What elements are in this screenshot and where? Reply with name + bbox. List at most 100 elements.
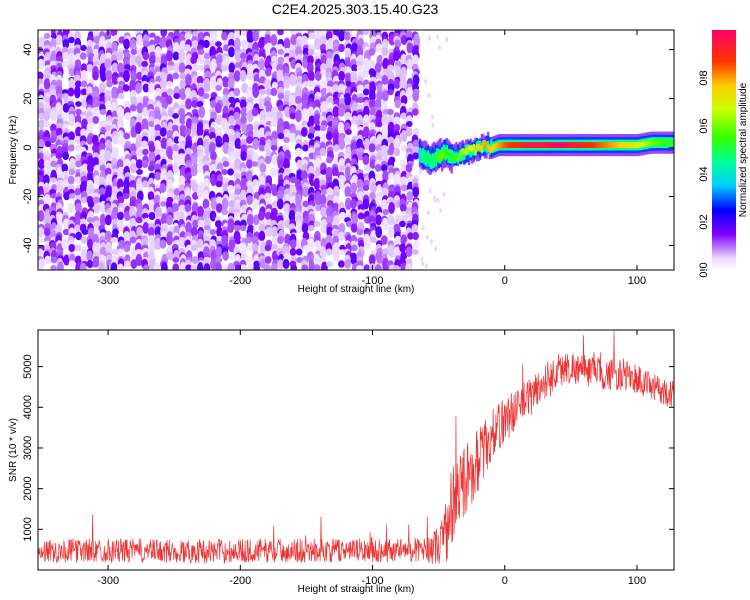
signal-track-cell [569,142,572,149]
signal-track-cell [523,142,526,149]
signal-track-cell [456,155,460,162]
signal-track-cell [456,144,460,161]
signal-track-cell [479,144,482,151]
spectrogram-cell [412,90,420,102]
signal-track-cell [567,142,571,149]
spectrogram-cell [382,208,390,216]
spectrogram-cell [320,222,328,234]
spectrogram-cell [86,135,94,145]
spectrogram-cell [197,262,204,270]
spectrogram-cell [325,131,333,141]
signal-track-cell [463,148,466,155]
spectrogram-cell [431,122,435,128]
spectrogram-cell [326,215,334,225]
spectrogram-cell [111,75,119,85]
signal-track-cell [604,142,607,149]
spectrogram-cell [184,87,192,97]
spectrogram-cell [117,62,124,74]
signal-track-cell [666,139,669,146]
spectrogram-cell [221,31,228,41]
signal-track-cell [506,142,509,149]
spectrogram-cell [135,121,142,135]
spectrogram-cell [252,30,260,42]
spectrogram-cell [75,126,82,138]
spectrogram-cell [165,95,173,105]
spectrogram-cell [369,159,377,169]
spectrogram-cell [233,224,241,232]
spectrogram-cell [50,160,58,168]
signal-track-cell [534,142,537,149]
spectrogram-cell [74,31,81,41]
spectrogram-cell [196,75,204,85]
spectrogram-cell [43,110,50,122]
spectrogram-cell [38,119,45,129]
spectrogram-cell [202,92,210,100]
spectrogram-cell [313,178,321,190]
spectrogram-cell [277,158,285,170]
signal-track-cell [661,139,664,146]
signal-track-cell [433,157,436,166]
spectrogram-cell [154,171,162,181]
spectrogram-cell [399,220,406,228]
signal-track-cell [636,142,639,149]
snr-frame [37,329,675,571]
spectrogram-cell [320,206,327,218]
spectrogram-cell [302,144,309,152]
spectrogram-cell [104,125,112,131]
spectrogram-cell [38,152,45,160]
spectrogram-cell [214,102,222,114]
spectrogram-cell [116,178,124,190]
spectrogram-cell [282,258,290,270]
spectrogram-cell [431,114,435,120]
spectrogram-cell [178,49,186,63]
spectrogram-cell [375,214,382,226]
spectrogram-cell [222,44,230,52]
spectrogram-cell [110,30,118,37]
colorbar-gradient [712,30,736,270]
spectrogram-cell [356,228,364,236]
spectrogram-cell [135,82,142,94]
spectrogram-cell [104,214,112,226]
spectrogram-cell [203,263,211,270]
spectrogram-cell [276,198,284,210]
spectrogram-cell [160,215,168,225]
spectrogram-cell [253,123,261,133]
y-tick-label: 4000 [22,395,34,419]
spectrogram-cell [81,229,89,235]
spectrogram-cell [185,118,193,130]
spectrogram-cell [93,174,101,186]
y-tick-label: 2000 [22,476,34,500]
signal-track-cell [555,142,558,149]
spectrogram-cell [314,37,321,51]
spectrogram-cell [433,195,437,201]
spectrogram-cell [246,71,254,81]
spectrogram-cell [375,173,382,179]
spectrogram-cell [141,60,149,68]
spectrogram-cell [111,248,119,256]
signal-track-cell [553,142,556,149]
signal-track-cell [434,151,437,160]
spectrogram-cell [136,169,143,175]
spectrogram-cell [86,122,94,134]
spectrogram-cell [277,92,285,100]
spectrogram-cell [154,148,162,156]
spectrogram-cell [307,48,315,56]
spectrogram-cell [147,191,155,201]
spectrogram-cell [74,176,82,184]
spectrogram-cell [104,149,112,163]
signal-track-cell [518,142,522,149]
spectrogram-cell [130,259,138,269]
spectrogram-cell [357,84,364,92]
spectrogram-cell [179,115,186,125]
spectrogram-cell [178,184,186,192]
signal-track-cell [602,142,606,149]
spectrogram-cell [68,77,76,91]
spectrogram-cell [320,68,327,76]
spectrogram-cell [110,151,118,161]
signal-track-cell [623,142,626,149]
spectrogram-cell [210,258,217,270]
spectrogram-cell [61,163,69,173]
spectrogram-cell [258,98,266,110]
spectrogram-cell [74,80,82,88]
signal-track-cell [453,153,457,160]
